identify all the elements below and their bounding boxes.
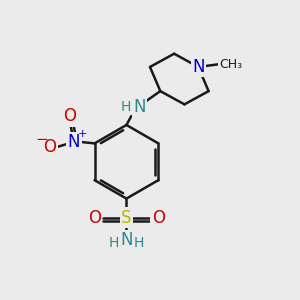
Text: O: O [88,209,101,227]
Text: N: N [68,133,80,151]
Text: N: N [192,58,205,76]
Text: O: O [43,138,56,156]
Text: −: − [35,132,48,147]
Text: O: O [152,209,165,227]
Text: H: H [134,236,144,250]
Text: O: O [63,107,76,125]
Text: N: N [134,98,146,116]
Text: S: S [121,209,132,227]
Text: H: H [109,236,119,250]
Text: H: H [121,100,131,114]
Text: CH₃: CH₃ [219,58,242,70]
Text: N: N [120,231,133,249]
Text: +: + [77,129,87,139]
